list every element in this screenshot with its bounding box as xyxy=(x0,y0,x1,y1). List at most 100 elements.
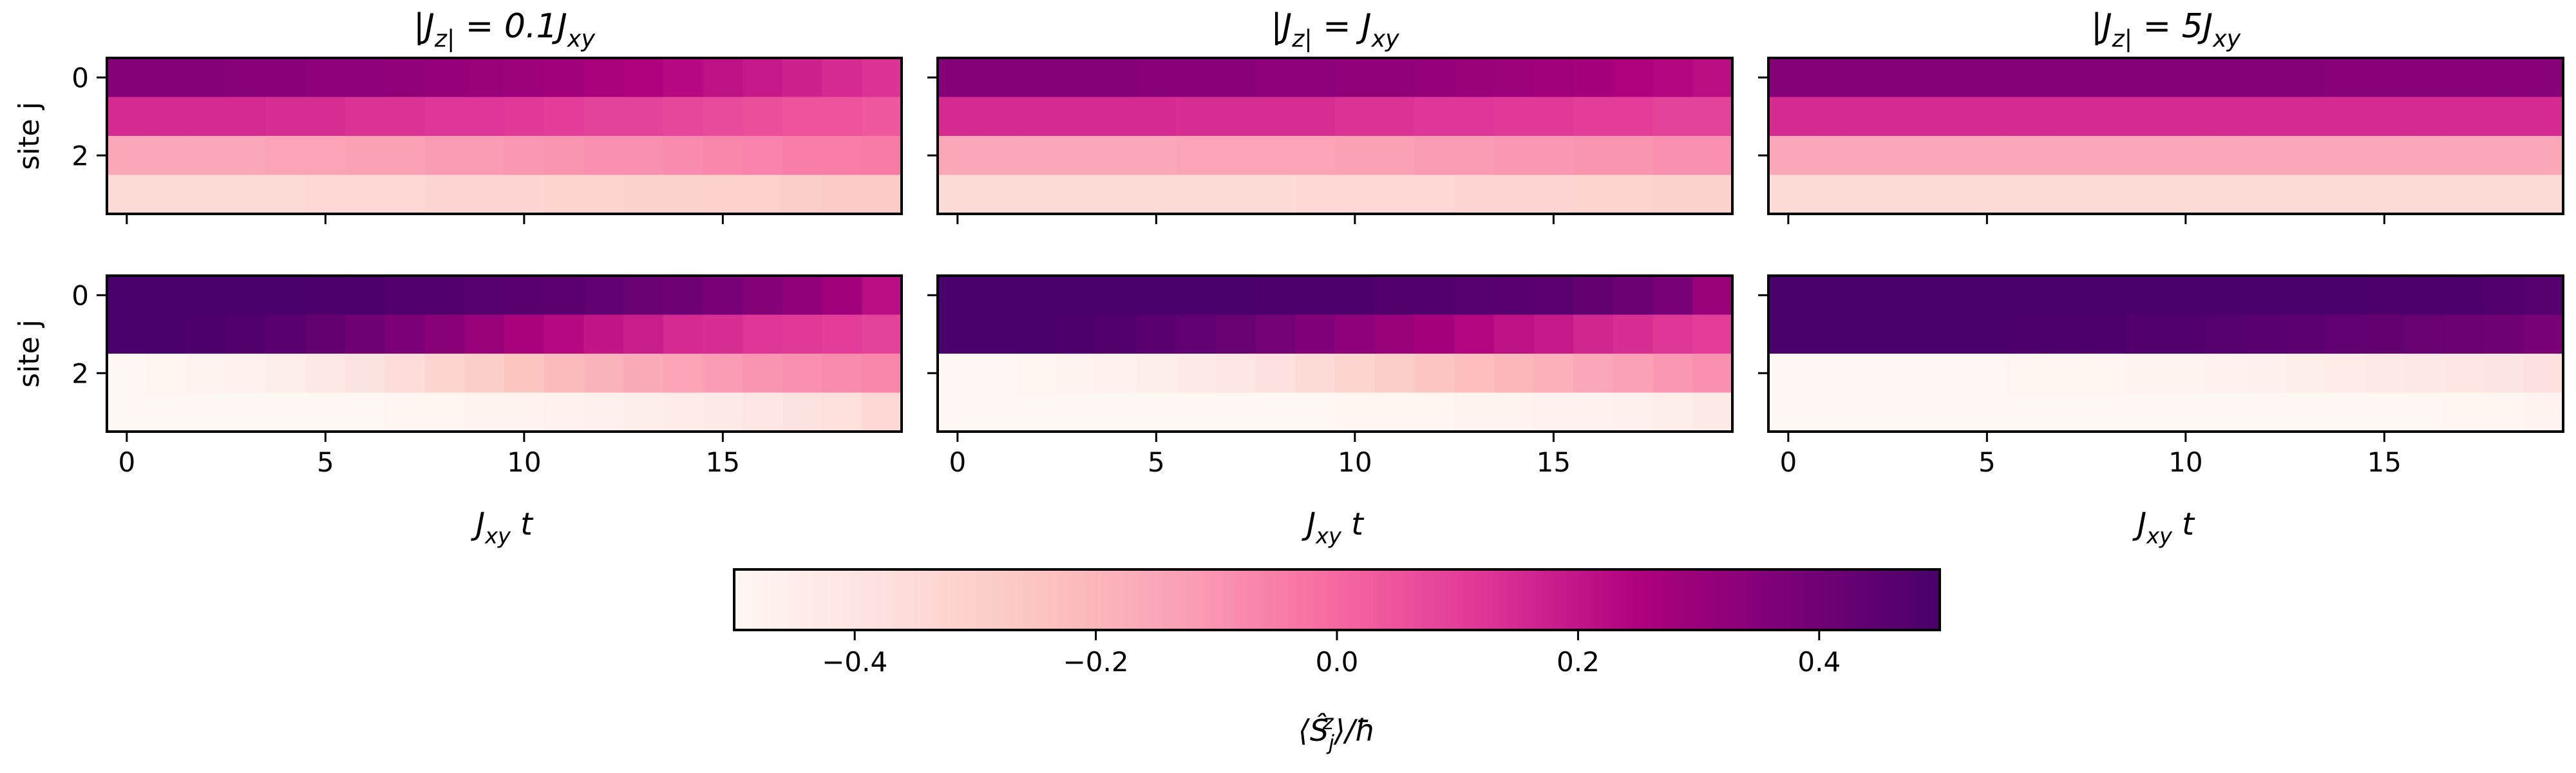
axes-frame xyxy=(1767,274,2564,433)
heatmap-cell xyxy=(822,392,862,432)
x-tick-label: 0 xyxy=(118,446,135,478)
colorbar-segment xyxy=(1511,569,1519,630)
math-run: z| xyxy=(2112,25,2132,53)
heatmap-cell xyxy=(424,392,465,432)
heatmap-cell xyxy=(1096,175,1137,215)
heatmap-cell xyxy=(1493,314,1535,354)
colorbar-segment xyxy=(830,569,837,630)
heatmap-cell xyxy=(862,58,902,98)
heatmap-cell xyxy=(2126,354,2166,394)
heatmap-cell xyxy=(1848,97,1888,137)
heatmap-cell xyxy=(186,97,227,137)
heatmap-cell xyxy=(977,314,1018,354)
colorbar-segment xyxy=(1385,569,1392,630)
colorbar-segment xyxy=(764,569,771,630)
colorbar-segment xyxy=(969,569,976,630)
heatmap-cell xyxy=(1255,97,1296,137)
colorbar-segment xyxy=(1180,569,1187,630)
heatmap-cell xyxy=(1414,97,1455,137)
heatmap-cell xyxy=(2523,136,2564,176)
heatmap-cell xyxy=(977,136,1018,176)
heatmap-cell xyxy=(1136,354,1177,394)
colorbar-segment xyxy=(1391,569,1398,630)
heatmap-cell xyxy=(2046,276,2087,316)
colorbar-segment xyxy=(1517,569,1524,630)
colorbar-segment xyxy=(1282,569,1289,630)
heatmap-cell xyxy=(2523,58,2564,98)
heatmap-cell xyxy=(544,276,584,316)
heatmap-cell xyxy=(1454,314,1495,354)
heatmap-cell xyxy=(663,354,704,394)
heatmap-cell xyxy=(345,175,386,215)
heatmap-cell xyxy=(703,58,743,98)
heatmap-cell xyxy=(2364,97,2405,137)
heatmap-cell xyxy=(1335,314,1376,354)
heatmap-cell xyxy=(1848,276,1888,316)
heatmap-cell xyxy=(1136,97,1177,137)
colorbar-segment xyxy=(1198,569,1205,630)
heatmap-cell xyxy=(1295,276,1336,316)
heatmap-cell xyxy=(544,97,584,137)
colorbar-segment xyxy=(1403,569,1410,630)
heatmap-cell xyxy=(265,136,307,176)
colorbar-segment xyxy=(1933,569,1940,630)
heatmap-cell xyxy=(1613,314,1654,354)
colorbar-segment xyxy=(1463,569,1470,630)
heatmap-cell xyxy=(782,276,823,316)
colorbar-segment xyxy=(1915,569,1922,630)
colorbar-segment xyxy=(1843,569,1850,630)
heatmap-cell xyxy=(1768,314,1809,354)
heatmap-cell xyxy=(2245,136,2286,176)
colorbar-segment xyxy=(1373,569,1380,630)
colorbar-segment xyxy=(1765,569,1772,630)
heatmap-cell xyxy=(782,392,823,432)
heatmap-cell xyxy=(743,97,783,137)
heatmap-cell xyxy=(1493,276,1535,316)
heatmap-cell xyxy=(2364,136,2405,176)
colorbar-segment xyxy=(1101,569,1109,630)
colorbar-segment xyxy=(1897,569,1904,630)
colorbar-segment xyxy=(939,569,946,630)
heatmap-cell xyxy=(2245,276,2286,316)
heatmap-cell xyxy=(265,97,307,137)
colorbar-segment xyxy=(1668,569,1675,630)
heatmap-cell xyxy=(1533,276,1574,316)
heatmap-cell xyxy=(822,314,862,354)
colorbar-segment xyxy=(1349,569,1356,630)
colorbar-segment xyxy=(951,569,958,630)
heatmap-cell xyxy=(1136,175,1177,215)
heatmap-cell xyxy=(107,175,147,215)
heatmap-cell xyxy=(107,58,147,98)
colorbar-segment xyxy=(1813,569,1820,630)
colorbar-segment xyxy=(1927,569,1935,630)
heatmap-cell xyxy=(1848,175,1888,215)
colorbar-segment xyxy=(1083,569,1091,630)
heatmap-cell xyxy=(1692,58,1733,98)
math-run: t xyxy=(1341,506,1365,542)
heatmap-cell xyxy=(305,136,346,176)
heatmap-cell xyxy=(1533,314,1574,354)
colorbar-segment xyxy=(1216,569,1223,630)
heatmap-cell xyxy=(226,58,267,98)
heatmap-cell xyxy=(1136,314,1177,354)
heatmap-cell xyxy=(384,136,426,176)
heatmap-cell xyxy=(977,58,1018,98)
math-run: J xyxy=(471,506,485,542)
heatmap-cell xyxy=(226,136,267,176)
heatmap-cell xyxy=(265,175,307,215)
colorbar-segment xyxy=(1361,569,1368,630)
colorbar-segment xyxy=(1065,569,1072,630)
heatmap-cell xyxy=(1255,392,1296,432)
heatmap-cell xyxy=(1374,58,1415,98)
heatmap-panel-6 xyxy=(1758,274,2564,442)
heatmap-cell xyxy=(504,276,545,316)
heatmap-cell xyxy=(1613,175,1654,215)
heatmap-cell xyxy=(1057,97,1097,137)
colorbar-segment xyxy=(1318,569,1326,630)
heatmap-cell xyxy=(464,175,505,215)
colorbar-segment xyxy=(1289,569,1296,630)
heatmap-cell xyxy=(504,136,545,176)
colorbar-segment xyxy=(740,569,747,630)
heatmap-cell xyxy=(424,354,465,394)
colorbar-segment xyxy=(1005,569,1012,630)
